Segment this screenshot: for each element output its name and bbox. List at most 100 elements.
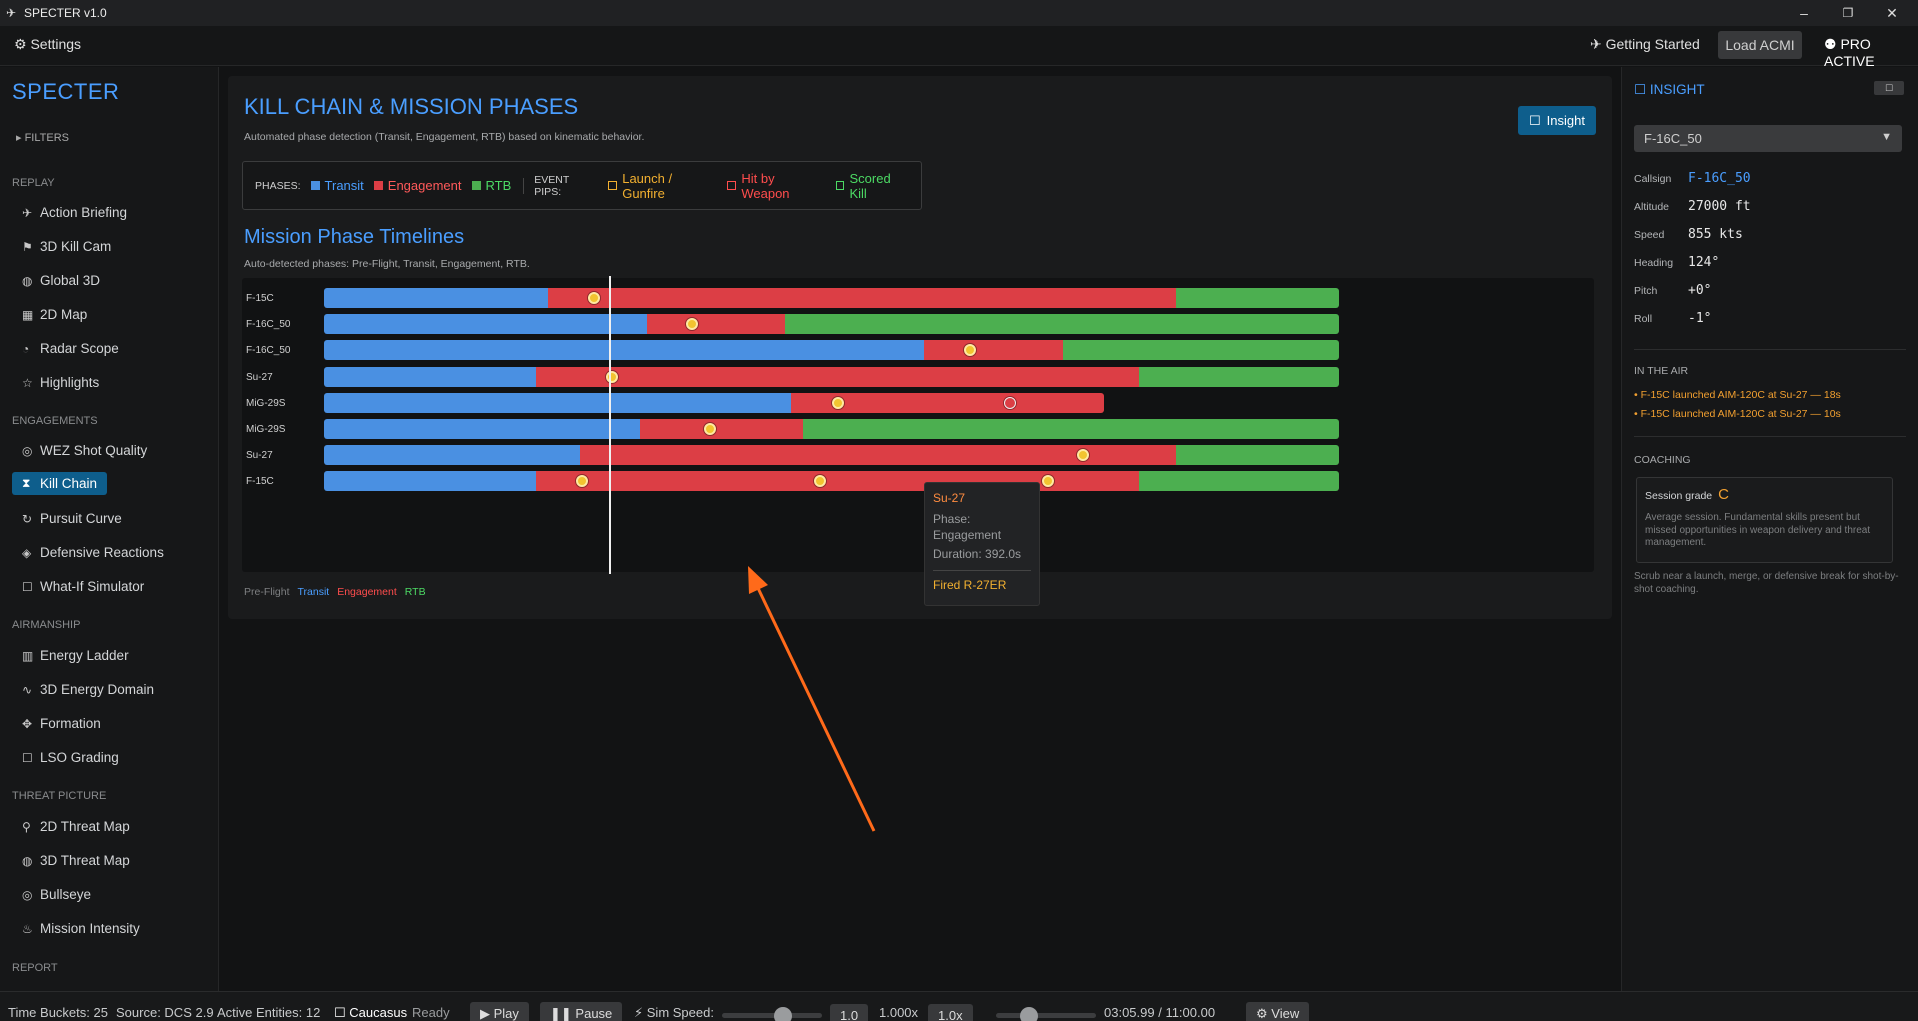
settings-button[interactable]: ⚙ Settings bbox=[14, 36, 82, 52]
rtb-segment[interactable] bbox=[1175, 288, 1339, 308]
filters-toggle[interactable]: ▸ FILTERS bbox=[16, 132, 69, 144]
legend-transit: Transit bbox=[310, 178, 364, 193]
insight-collapse-button[interactable]: ☐ bbox=[1874, 81, 1904, 95]
rtb-segment[interactable] bbox=[1175, 445, 1339, 466]
engagement-segment[interactable] bbox=[536, 366, 1140, 387]
timeline-row-label: MiG-29S bbox=[246, 397, 286, 409]
sidebar-item-3d-kill-cam[interactable]: ⚑ 3D Kill Cam bbox=[22, 239, 112, 254]
engagement-segment[interactable] bbox=[548, 288, 1176, 308]
page-title: KILL CHAIN & MISSION PHASES bbox=[244, 94, 579, 119]
transit-segment[interactable] bbox=[324, 314, 647, 335]
launch-pip[interactable] bbox=[1041, 475, 1054, 488]
lightning-icon: ⚡ bbox=[634, 1005, 644, 1020]
sidebar-item-global-3d[interactable]: ◍ Global 3D bbox=[22, 273, 101, 288]
insight-panel: ☐ INSIGHT ☐ F-16C_50 ▼ Callsign F-16C_50… bbox=[1621, 67, 1918, 991]
sidebar-item-defensive-reactions[interactable]: ◈ Defensive Reactions bbox=[22, 545, 164, 560]
sidebar-item-action-briefing[interactable]: ✈ Action Briefing bbox=[22, 205, 128, 220]
engagement-segment[interactable] bbox=[579, 445, 1176, 466]
sidebar-item-lso-grading[interactable]: ☐ LSO Grading bbox=[22, 750, 119, 765]
event-pip-hollow[interactable] bbox=[1004, 396, 1017, 409]
sidebar-item-highlights[interactable]: ☆ Highlights bbox=[22, 375, 100, 390]
time-scrubber-handle[interactable] bbox=[1020, 1007, 1038, 1021]
pin-icon: ⚲ bbox=[22, 819, 31, 834]
event-pips-label: EVENT PIPS: bbox=[534, 173, 570, 198]
sidebar-item-2d-map[interactable]: ▦ 2D Map bbox=[22, 307, 88, 322]
sidebar: SPECTER ▸ FILTERS REPLAY ✈ Action Briefin… bbox=[0, 67, 219, 991]
launch-pip[interactable] bbox=[814, 475, 827, 488]
pause-icon: ❚❚ bbox=[550, 1006, 572, 1021]
timeline-cursor[interactable] bbox=[609, 276, 612, 574]
sidebar-item-bullseye[interactable]: ◎ Bullseye bbox=[22, 887, 92, 902]
speed-preset[interactable]: 1.0x bbox=[928, 1004, 973, 1021]
rtb-segment[interactable] bbox=[803, 419, 1339, 439]
chevron-down-icon: ▼ bbox=[1881, 131, 1892, 143]
launch-pip[interactable] bbox=[703, 423, 716, 435]
flame-icon: ♨ bbox=[22, 921, 33, 936]
sidebar-item-energy-ladder[interactable]: ▥ Energy Ladder bbox=[22, 648, 129, 663]
divider bbox=[1634, 436, 1906, 437]
getting-started-button[interactable]: ✈ Getting Started bbox=[1590, 36, 1700, 52]
time-scrubber[interactable] bbox=[996, 1013, 1096, 1018]
launch-pip[interactable] bbox=[575, 475, 588, 488]
minimize-button[interactable]: – bbox=[1800, 5, 1808, 21]
plane-icon: ✈ bbox=[1590, 36, 1602, 52]
legend-kill: Scored Kill bbox=[835, 171, 911, 201]
rtb-segment[interactable] bbox=[1139, 366, 1339, 387]
pause-button[interactable]: ❚❚ Pause bbox=[540, 1002, 623, 1021]
star-icon: ☆ bbox=[22, 375, 33, 390]
sidebar-item-wez-shot-quality[interactable]: ◎ WEZ Shot Quality bbox=[22, 443, 148, 458]
sidebar-item-pursuit-curve[interactable]: ↻ Pursuit Curve bbox=[22, 511, 122, 526]
camera-icon: ⚑ bbox=[22, 239, 33, 254]
engagement-segment[interactable] bbox=[923, 340, 1063, 361]
sidebar-item-formation[interactable]: ✥ Formation bbox=[22, 716, 101, 731]
transit-segment[interactable] bbox=[324, 366, 537, 387]
engagement-segment[interactable] bbox=[790, 392, 1104, 413]
sidebar-item-kill-chain[interactable]: ⧗ Kill Chain bbox=[12, 472, 108, 495]
rtb-segment[interactable] bbox=[1062, 340, 1339, 361]
section-airmanship: AIRMANSHIP bbox=[12, 619, 81, 631]
view-button[interactable]: ⚙ View bbox=[1246, 1002, 1310, 1021]
transit-segment[interactable] bbox=[324, 445, 580, 466]
load-acmi-button[interactable]: Load ACMI bbox=[1718, 31, 1802, 59]
play-button[interactable]: ▶ Play bbox=[470, 1002, 529, 1021]
launch-pip[interactable] bbox=[963, 344, 976, 357]
maximize-button[interactable]: ❐ bbox=[1842, 6, 1854, 20]
launch-pip[interactable] bbox=[686, 318, 699, 331]
sidebar-item-mission-intensity[interactable]: ♨ Mission Intensity bbox=[22, 921, 140, 936]
sim-speed-input[interactable]: 1.0 bbox=[830, 1004, 869, 1021]
entity-select[interactable]: F-16C_50 ▼ bbox=[1634, 125, 1902, 152]
launch-pip[interactable] bbox=[831, 396, 844, 409]
sidebar-item-3d-threat-map[interactable]: ◍ 3D Threat Map bbox=[22, 853, 130, 868]
sidebar-item-2d-threat-map[interactable]: ⚲ 2D Threat Map bbox=[22, 819, 130, 834]
rtb-segment[interactable] bbox=[784, 314, 1339, 335]
transit-segment[interactable] bbox=[324, 340, 924, 361]
launch-pip[interactable] bbox=[1077, 449, 1090, 462]
sim-speed-slider[interactable] bbox=[722, 1013, 822, 1018]
sidebar-item-what-if-simulator[interactable]: ☐ What-If Simulator bbox=[22, 579, 145, 594]
transit-segment[interactable] bbox=[324, 419, 640, 439]
target-icon: ◎ bbox=[22, 443, 33, 458]
timeline-tooltip: Su-27 Phase: Engagement Duration: 392.0s… bbox=[924, 482, 1040, 606]
radar-icon: ◔ bbox=[22, 341, 30, 356]
transit-segment[interactable] bbox=[324, 288, 549, 308]
insight-button[interactable]: ☐ Insight bbox=[1518, 106, 1596, 135]
launch-pip[interactable] bbox=[587, 292, 600, 304]
square-icon: ☐ bbox=[22, 750, 33, 765]
rtb-segment[interactable] bbox=[1139, 471, 1339, 492]
launch-pip[interactable] bbox=[606, 370, 619, 383]
sim-speed-handle[interactable] bbox=[774, 1007, 792, 1021]
engagement-segment[interactable] bbox=[646, 314, 785, 335]
title-bar: ✈ SPECTER v1.0 – ❐ ✕ bbox=[0, 0, 1918, 26]
sidebar-item-3d-energy-domain[interactable]: ∿ 3D Energy Domain bbox=[22, 682, 155, 697]
launch-swatch bbox=[608, 181, 618, 190]
section-report: REPORT bbox=[12, 962, 58, 974]
timeline-row-label: Su-27 bbox=[246, 450, 273, 462]
transit-segment[interactable] bbox=[324, 471, 537, 492]
transit-segment[interactable] bbox=[324, 392, 791, 413]
close-button[interactable]: ✕ bbox=[1886, 4, 1898, 21]
timeline-row-label: F-16C_50 bbox=[246, 345, 291, 357]
pro-active-badge[interactable]: ⚉ PRO ACTIVE bbox=[1824, 36, 1875, 69]
mission-phase-timeline[interactable]: F-15C F-16C_50 F-16C_50 Su-27 MiG-29S MiG-29S… bbox=[242, 276, 1594, 574]
sidebar-item-radar-scope[interactable]: ◔ Radar Scope bbox=[22, 341, 119, 356]
engagement-segment[interactable] bbox=[639, 419, 804, 439]
